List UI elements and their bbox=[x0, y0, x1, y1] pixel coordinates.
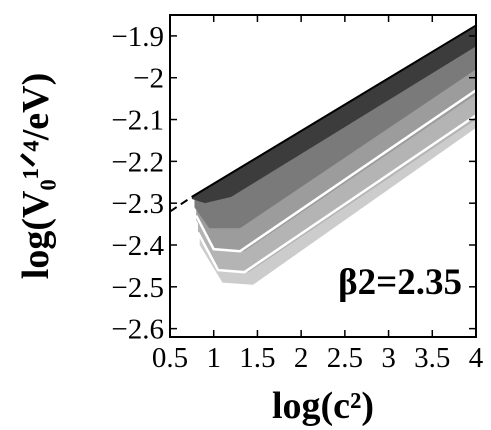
y-tick-label: −1.9 bbox=[111, 21, 164, 53]
x-tick-label: 4 bbox=[469, 342, 484, 374]
contour-line-1 bbox=[195, 89, 476, 253]
y-tick-label: −2.1 bbox=[111, 105, 164, 137]
band-1 bbox=[191, 25, 476, 204]
x-tick-label: 3.5 bbox=[414, 342, 450, 374]
x-tick-label: 3 bbox=[381, 342, 396, 374]
boundary-dashed bbox=[169, 196, 193, 213]
y-tick-label: −2.4 bbox=[111, 230, 164, 262]
x-axis-title: log(c²) bbox=[272, 385, 374, 427]
x-tick-label: 0.5 bbox=[152, 342, 188, 374]
x-tick-label: 2.5 bbox=[327, 342, 363, 374]
beta-annotation: β2=2.35 bbox=[338, 262, 462, 303]
y-tick-label: −2.6 bbox=[111, 314, 164, 346]
y-tick-label: −2.5 bbox=[111, 272, 164, 304]
x-tick-label: 2 bbox=[294, 342, 309, 374]
bands-layer bbox=[191, 25, 476, 285]
y-tick-label: −2.2 bbox=[111, 146, 164, 178]
contours-layer bbox=[195, 89, 476, 274]
y-axis-title: log(V₀¹ᐟ⁴/eV) bbox=[15, 73, 57, 279]
boundary-solid bbox=[191, 24, 477, 198]
x-axis-ticks: 0.5 1 1.5 2 2.5 3 3.5 4 bbox=[152, 15, 484, 374]
plot-frame bbox=[169, 14, 477, 338]
y-tick-label: −2 bbox=[133, 63, 164, 95]
y-tick-label: −2.3 bbox=[111, 188, 164, 220]
contour-line-2 bbox=[196, 114, 476, 274]
x-tick-label: 1.5 bbox=[239, 342, 275, 374]
x-tick-label: 1 bbox=[206, 342, 221, 374]
y-axis-ticks: −2.6 −2.5 −2.4 −2.3 −2.2 −2.1 −2 −1.9 bbox=[111, 21, 476, 346]
boundary-layer bbox=[169, 24, 477, 213]
